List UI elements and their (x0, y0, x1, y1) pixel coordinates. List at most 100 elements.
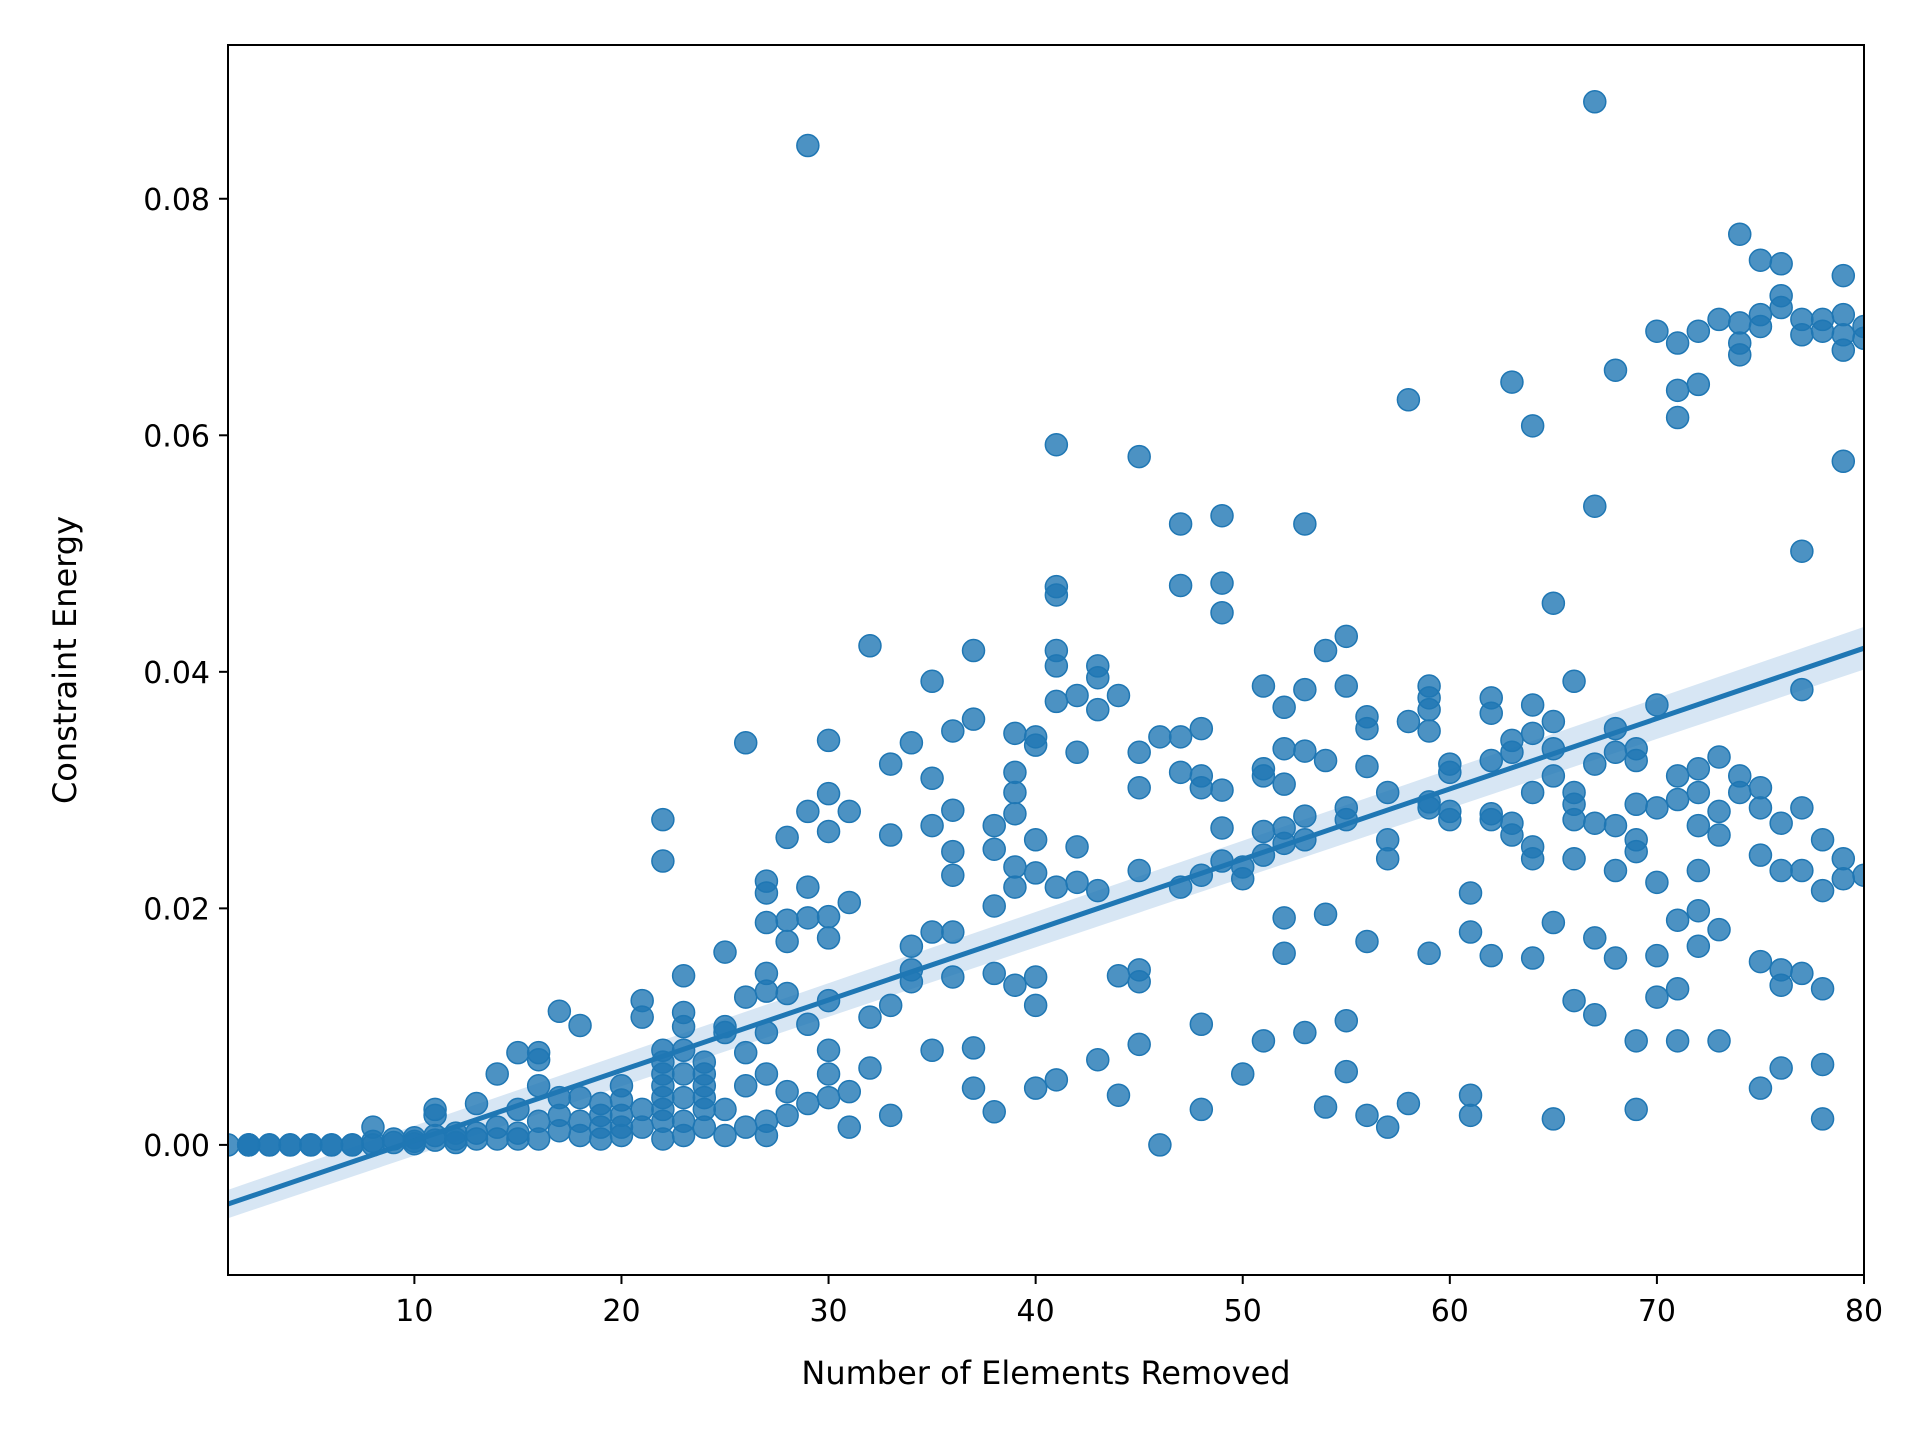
data-point (1293, 804, 1317, 828)
data-point (1541, 1107, 1566, 1131)
data-point (1086, 665, 1110, 690)
data-point (1086, 878, 1110, 903)
data-point (1603, 858, 1628, 883)
data-point (299, 1133, 323, 1157)
data-point (1831, 867, 1856, 891)
x-axis-label: Number of Elements Removed (801, 1354, 1290, 1392)
data-point (775, 929, 799, 954)
data-point (1583, 1003, 1607, 1027)
data-point (1603, 813, 1628, 838)
data-point (920, 920, 944, 944)
data-point (651, 807, 675, 832)
data-point (1520, 693, 1545, 717)
data-point (899, 731, 924, 755)
data-point (526, 1127, 551, 1151)
data-point (961, 638, 986, 663)
data-point (796, 1012, 820, 1037)
data-point (837, 799, 862, 824)
data-point (1831, 846, 1856, 871)
data-point (713, 1123, 737, 1148)
data-point (692, 1115, 717, 1139)
data-point (1665, 908, 1690, 932)
data-point (733, 1040, 758, 1065)
data-point (1810, 828, 1835, 852)
data-point (630, 1005, 654, 1029)
data-point (506, 1127, 530, 1151)
data-point (796, 1091, 820, 1116)
data-point (1810, 1052, 1835, 1077)
data-point (1790, 961, 1814, 986)
data-point (1686, 757, 1711, 781)
data-point (547, 999, 572, 1024)
data-point (1748, 843, 1773, 867)
data-point (1044, 1068, 1069, 1092)
data-point (754, 1062, 779, 1086)
data-point (1500, 823, 1524, 847)
data-point (1624, 839, 1648, 864)
data-point (796, 799, 820, 824)
data-point (1769, 295, 1793, 320)
data-point (920, 813, 944, 838)
data-point (1624, 792, 1648, 817)
data-point (713, 1097, 737, 1122)
x-tick-label: 50 (1224, 1294, 1262, 1329)
data-point (1106, 1083, 1131, 1107)
data-point (878, 752, 903, 776)
data-point (1707, 307, 1731, 332)
data-point (1707, 745, 1731, 769)
data-point (1645, 985, 1669, 1009)
data-point (1520, 846, 1545, 871)
data-point (1293, 739, 1317, 763)
data-point (816, 1038, 841, 1063)
data-point (1313, 902, 1338, 927)
data-point (775, 908, 799, 932)
data-point (340, 1133, 365, 1157)
data-point (1790, 539, 1814, 563)
data-point (816, 781, 841, 806)
data-point (1396, 1091, 1421, 1116)
data-point (1769, 811, 1793, 835)
data-point (1458, 1083, 1483, 1107)
data-point (1541, 591, 1566, 615)
data-point (1583, 90, 1607, 114)
data-point (1293, 512, 1317, 536)
data-point (1665, 1029, 1690, 1053)
data-point (1748, 775, 1773, 800)
data-point (1417, 719, 1441, 743)
data-point (1313, 748, 1338, 773)
data-point (1686, 898, 1711, 923)
data-point (1665, 764, 1690, 788)
data-point (671, 964, 696, 988)
data-point (526, 1048, 551, 1072)
data-point (837, 1115, 862, 1139)
data-point (464, 1091, 489, 1116)
data-point (733, 731, 758, 755)
data-point (1748, 949, 1773, 974)
data-point (1230, 1062, 1255, 1086)
data-point (609, 1123, 634, 1148)
data-point (837, 890, 862, 915)
data-point (1645, 870, 1669, 895)
data-point (1065, 835, 1089, 859)
data-point (1665, 378, 1690, 403)
data-point (1810, 977, 1835, 1001)
x-axis-ticks: 10 20 30 40 50 60 70 80 (395, 1275, 1883, 1329)
data-point (1583, 494, 1607, 518)
y-tick-label: 0.04 (143, 656, 210, 691)
data-point (920, 669, 944, 694)
data-point (236, 1133, 261, 1157)
data-point (1562, 846, 1586, 871)
data-point (1458, 1103, 1483, 1128)
data-point (257, 1133, 282, 1157)
data-points (228, 90, 1864, 1157)
data-point (568, 1085, 592, 1110)
data-point (920, 766, 944, 791)
data-point (1189, 716, 1214, 741)
y-tick-label: 0.08 (143, 183, 210, 218)
x-tick-label: 70 (1638, 1294, 1676, 1329)
data-point (1810, 1107, 1835, 1131)
data-point (1852, 863, 1864, 887)
data-point (1520, 721, 1545, 746)
data-point (1727, 311, 1752, 335)
data-point (1665, 977, 1690, 1001)
